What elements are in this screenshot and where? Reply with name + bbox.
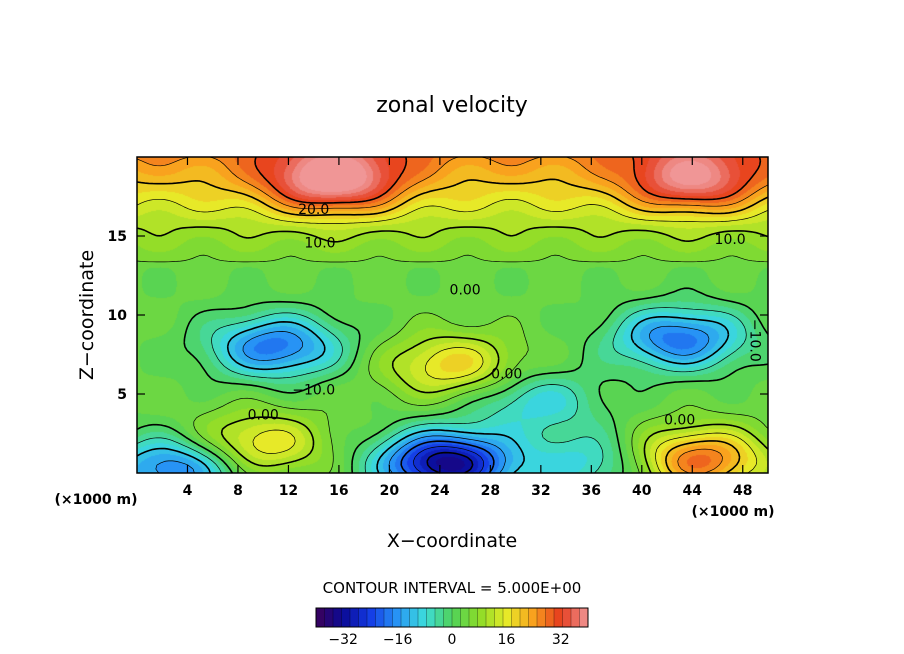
y-axis-ticks: 5 10 15 — [108, 229, 768, 403]
colorbar-cell — [545, 607, 555, 628]
x-tick-label: 40 — [632, 483, 652, 499]
x-tick-label: 4 — [183, 483, 193, 499]
colorbar-cell — [468, 607, 478, 628]
colorbar-cell — [426, 607, 436, 628]
contour-label: 0.00 — [664, 412, 695, 428]
colorbar-cell — [579, 607, 589, 628]
contour-line — [136, 254, 769, 474]
colorbar-tick-label: 0 — [448, 632, 457, 648]
colorbar-cell — [562, 607, 572, 628]
colorbar-cell — [315, 607, 325, 628]
x-tick-label: 16 — [329, 483, 348, 499]
x-axis-title: X−coordinate — [387, 530, 517, 552]
colorbar-cell — [324, 607, 334, 628]
colorbar-cell — [570, 607, 580, 628]
colorbar-cell — [383, 607, 393, 628]
contour-line — [136, 178, 769, 474]
x-tick-label: 36 — [582, 483, 601, 499]
colorbar-cell — [528, 607, 538, 628]
x-tick-label: 44 — [683, 483, 703, 499]
contour-line — [136, 226, 769, 474]
contour-label: 10.0 — [304, 235, 335, 251]
colorbar-cell — [341, 607, 351, 628]
colorbar-cell — [485, 607, 495, 628]
colorbar-cell — [553, 607, 563, 628]
colorbar-cell — [417, 607, 427, 628]
colorbar-tick-label: 32 — [552, 632, 570, 648]
contour-line — [136, 316, 730, 474]
y-tick-label: 5 — [117, 387, 127, 403]
colorbar-cell — [392, 607, 402, 628]
colorbar-cell — [477, 607, 487, 628]
colorbar-cell — [349, 607, 359, 628]
contour-label: 0.00 — [491, 366, 522, 382]
contour-interval-label: CONTOUR INTERVAL = 5.000E+00 — [323, 579, 582, 597]
contour-labels: 20.0 10.0 10.0 0.00 −10.0 −10.0 0.00 0.00 0.00 — [248, 202, 763, 428]
x-unit-label-right: (×1000 m) — [692, 504, 775, 520]
x-tick-label: 8 — [233, 483, 243, 499]
contour-label: 0.00 — [450, 283, 481, 299]
contour-line — [136, 307, 747, 474]
x-tick-label: 20 — [380, 483, 400, 499]
contour-line — [400, 440, 495, 474]
y-axis-title: Z−coordinate — [76, 250, 98, 380]
colorbar-tick-label: 16 — [497, 632, 515, 648]
chart-title: zonal velocity — [376, 93, 528, 118]
colorbar-cell — [519, 607, 529, 628]
colorbar-cell — [358, 607, 368, 628]
colorbar-cells — [315, 607, 589, 628]
x-tick-label: 32 — [531, 483, 550, 499]
colorbar-cell — [366, 607, 376, 628]
y-tick-label: 10 — [108, 308, 128, 324]
contour-line — [254, 156, 762, 204]
colorbar-cell — [502, 607, 512, 628]
colorbar: −32 −16 0 16 32 — [315, 607, 589, 648]
x-tick-label: 28 — [481, 483, 500, 499]
colorbar-cell — [434, 607, 444, 628]
plot-area: 20.0 10.0 10.0 0.00 −10.0 −10.0 0.00 0.00 0.00 4… — [108, 156, 769, 499]
x-tick-label: 12 — [279, 483, 298, 499]
colorbar-cell — [460, 607, 470, 628]
colorbar-tick-label: −16 — [383, 632, 413, 648]
colorbar-cell — [409, 607, 419, 628]
contour-label: −10.0 — [746, 319, 762, 362]
contour-line — [426, 451, 474, 474]
contour-lines — [136, 156, 769, 474]
colorbar-cell — [443, 607, 453, 628]
colorbar-tick-label: −32 — [328, 632, 358, 648]
x-axis-ticks: 4 8 12 16 20 24 28 32 36 40 44 48 — [183, 157, 753, 499]
colorbar-cell — [375, 607, 385, 628]
contour-line — [136, 287, 769, 474]
x-unit-label-left: (×1000 m) — [55, 492, 138, 508]
colorbar-frame — [315, 607, 589, 628]
x-tick-label: 48 — [733, 483, 752, 499]
y-tick-label: 15 — [108, 229, 127, 245]
contour-label: −10.0 — [292, 382, 335, 398]
contour-line — [155, 325, 710, 474]
colorbar-cell — [400, 607, 410, 628]
colorbar-ticks: −32 −16 0 16 32 — [328, 632, 569, 648]
colorbar-cell — [536, 607, 546, 628]
contour-label: 0.00 — [248, 408, 279, 424]
x-tick-label: 24 — [430, 483, 450, 499]
contour-label: 20.0 — [298, 202, 329, 218]
colorbar-cell — [332, 607, 342, 628]
colorbar-cell — [494, 607, 504, 628]
contour-line — [136, 156, 769, 474]
colorbar-cell — [511, 607, 521, 628]
contour-label: 10.0 — [715, 232, 746, 248]
contour-line — [136, 198, 769, 474]
colorbar-cell — [451, 607, 461, 628]
